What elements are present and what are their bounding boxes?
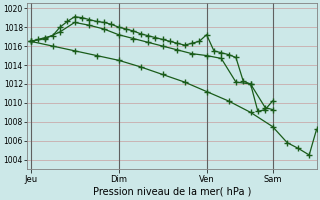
X-axis label: Pression niveau de la mer( hPa ): Pression niveau de la mer( hPa ) <box>92 187 251 197</box>
